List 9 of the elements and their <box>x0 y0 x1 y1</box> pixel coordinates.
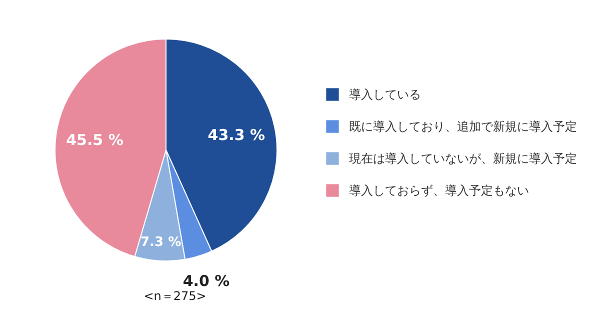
legend-label: 導入している <box>349 88 421 102</box>
legend-label: 既に導入しており、追加で新規に導入予定 <box>349 120 577 134</box>
data-label: 7.3 % <box>140 234 182 250</box>
data-label: 45.5 % <box>66 130 124 149</box>
data-label: 4.0 % <box>182 272 230 290</box>
data-label: 43.3 % <box>208 126 266 144</box>
legend-label: 導入しておらず、導入予定もない <box>349 184 529 198</box>
legend-label: 現在は導入していないが、新規に導入予定 <box>349 152 577 166</box>
text: <n＝275> <box>144 289 206 303</box>
